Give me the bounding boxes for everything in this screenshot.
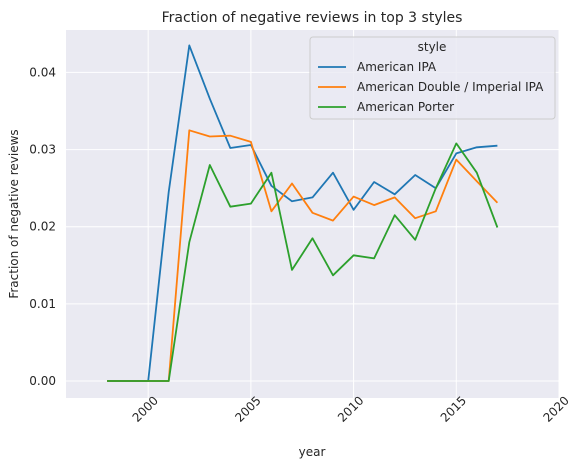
series-line-2 (107, 142, 499, 382)
x-tick-label: 2000 (130, 393, 161, 424)
x-tick-label: 2020 (540, 393, 571, 424)
legend-items: American IPA American Double / Imperial I… (318, 60, 544, 114)
x-tick-label: 2005 (232, 393, 263, 424)
y-axis-label: Fraction of negative reviews (7, 129, 21, 298)
legend-label: American IPA (357, 60, 437, 74)
series-group (107, 44, 499, 382)
legend: style American IPA American Double / Impe… (309, 36, 556, 120)
y-tick-label: 0.01 (29, 297, 56, 311)
chart-title: Fraction of negative reviews in top 3 st… (162, 10, 463, 26)
y-tick-label: 0.04 (29, 65, 56, 79)
x-axis-label: year (299, 445, 326, 459)
legend-label: American Porter (357, 100, 454, 114)
legend-title: style (418, 40, 447, 54)
y-tick-label: 0.02 (29, 220, 56, 234)
series-line-1 (107, 129, 499, 382)
y-tick-label: 0.03 (29, 143, 56, 157)
x-tick-label: 2015 (438, 393, 469, 424)
y-tick-label: 0.00 (29, 374, 56, 388)
legend-label: American Double / Imperial IPA (357, 80, 544, 94)
x-tick-label: 2010 (335, 393, 366, 424)
legend-box (309, 36, 556, 120)
